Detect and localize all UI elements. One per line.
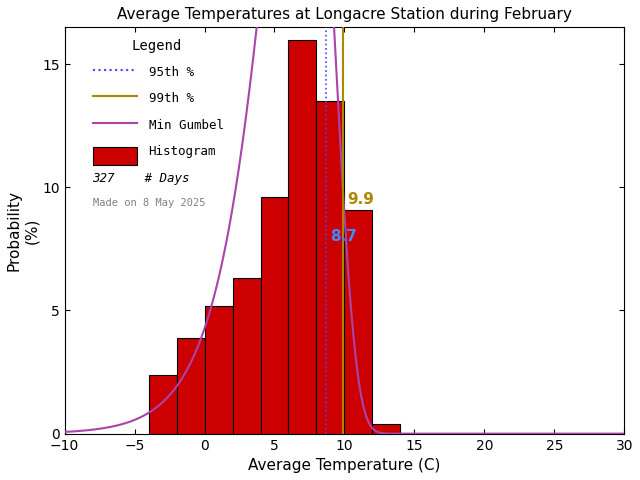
Text: 327    # Days: 327 # Days — [93, 171, 190, 184]
X-axis label: Average Temperature (C): Average Temperature (C) — [248, 458, 441, 473]
Bar — [177, 337, 205, 433]
Y-axis label: Probability
(%): Probability (%) — [7, 190, 39, 271]
Text: 9.9: 9.9 — [348, 192, 374, 207]
Text: Made on 8 May 2025: Made on 8 May 2025 — [93, 198, 205, 208]
Text: Histogram: Histogram — [148, 145, 216, 158]
Text: 99th %: 99th % — [148, 92, 193, 105]
Text: 95th %: 95th % — [148, 66, 193, 79]
Text: Min Gumbel: Min Gumbel — [148, 119, 223, 132]
Text: Legend: Legend — [132, 39, 182, 53]
Bar — [289, 39, 316, 433]
Bar — [316, 101, 344, 433]
Bar — [205, 306, 232, 433]
Bar — [372, 424, 401, 433]
Bar — [344, 210, 372, 433]
Title: Average Temperatures at Longacre Station during February: Average Temperatures at Longacre Station… — [117, 7, 572, 22]
Text: 8.7: 8.7 — [330, 229, 357, 244]
Bar — [232, 278, 260, 433]
Bar — [148, 374, 177, 433]
Bar — [260, 197, 289, 433]
FancyBboxPatch shape — [93, 147, 138, 166]
